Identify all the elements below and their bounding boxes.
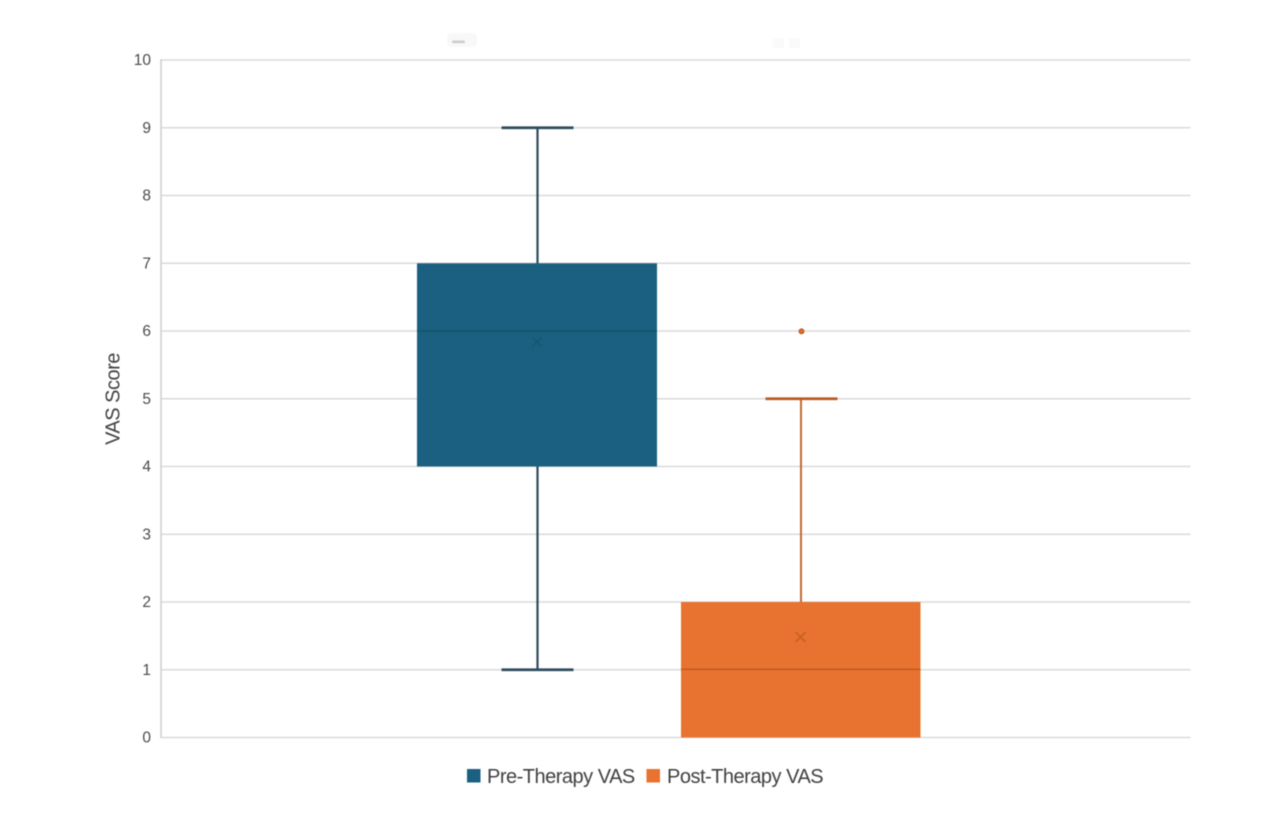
svg-text:VAS Score: VAS Score — [103, 353, 125, 445]
svg-text:8: 8 — [142, 188, 151, 205]
svg-text:1: 1 — [142, 662, 151, 679]
svg-text:7: 7 — [142, 255, 151, 272]
svg-text:0: 0 — [142, 730, 151, 747]
svg-text:5: 5 — [142, 391, 151, 408]
svg-text:10: 10 — [134, 52, 152, 69]
svg-text:4: 4 — [142, 459, 151, 476]
svg-text:3: 3 — [142, 526, 151, 543]
svg-text:9: 9 — [142, 120, 151, 137]
svg-text:2: 2 — [142, 594, 151, 611]
svg-text:Post-Therapy VAS: Post-Therapy VAS — [667, 766, 823, 788]
svg-text:6: 6 — [142, 323, 151, 340]
svg-text:Pre-Therapy VAS: Pre-Therapy VAS — [487, 766, 635, 788]
